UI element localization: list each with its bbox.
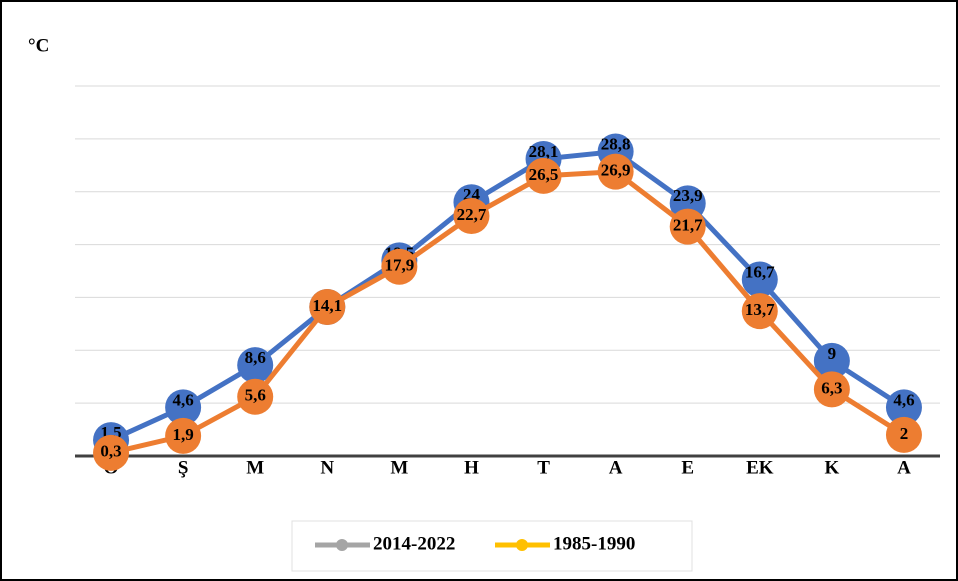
x-tick-label: T: [537, 457, 550, 478]
x-tick-label: EK: [746, 457, 774, 478]
marker: [237, 347, 274, 384]
data-label: 16,7: [745, 262, 775, 281]
x-tick-label: A: [897, 457, 911, 478]
marker: [669, 208, 706, 245]
data-label: 4,6: [173, 390, 194, 409]
x-tick-label: M: [390, 457, 408, 478]
marker: [309, 288, 346, 325]
data-label: 9: [828, 344, 837, 363]
data-label: 23,9: [673, 186, 703, 205]
data-label: 17,9: [385, 256, 415, 275]
data-label: 4,6: [893, 390, 914, 409]
y-unit: °C: [28, 35, 49, 56]
data-label: 26,5: [529, 165, 559, 184]
data-label: 6,3: [821, 378, 842, 397]
x-tick-label: Ş: [178, 457, 189, 478]
data-label: 13,7: [745, 300, 775, 319]
data-label: 1,9: [173, 425, 194, 444]
legend-marker: [336, 539, 348, 551]
data-label: 22,7: [457, 205, 487, 224]
marker: [741, 261, 778, 298]
legend-label: 1985-1990: [553, 533, 635, 554]
marker: [813, 342, 850, 379]
marker: [885, 389, 922, 426]
data-label: 26,9: [601, 161, 631, 180]
x-tick-label: E: [681, 457, 694, 478]
data-label: 5,6: [245, 386, 266, 405]
x-tick-label: N: [320, 457, 334, 478]
marker: [741, 293, 778, 330]
marker: [165, 417, 202, 454]
data-label: 8,6: [245, 348, 266, 367]
legend-label: 2014-2022: [373, 533, 455, 554]
marker: [885, 416, 922, 453]
data-label: 28,8: [601, 134, 631, 153]
marker: [453, 198, 490, 235]
marker: [381, 248, 418, 285]
marker: [165, 389, 202, 426]
x-tick-label: M: [246, 457, 264, 478]
x-tick-label: A: [609, 457, 623, 478]
marker: [597, 153, 634, 190]
marker: [93, 434, 130, 471]
marker: [237, 378, 274, 415]
data-label: 28,1: [529, 142, 559, 161]
x-tick-label: K: [824, 457, 839, 478]
marker: [525, 157, 562, 194]
x-tick-label: H: [464, 457, 479, 478]
data-label: 0,3: [100, 442, 121, 461]
marker: [813, 371, 850, 408]
data-label: 14,1: [312, 296, 342, 315]
legend-marker: [516, 539, 528, 551]
data-label: 21,7: [673, 216, 703, 235]
data-label: 2: [900, 424, 909, 443]
